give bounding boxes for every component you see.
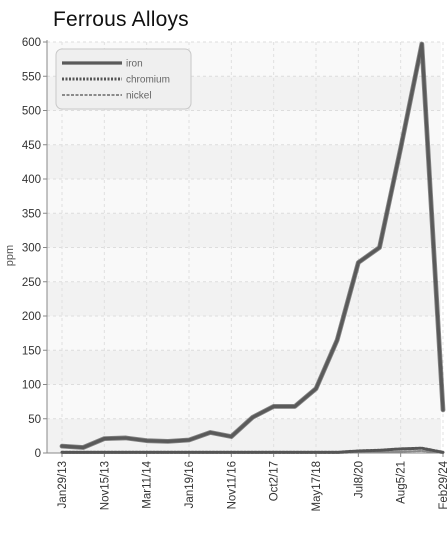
x-tick-label: Mar11/14	[142, 460, 154, 508]
x-tick-label: Jul8/20	[353, 461, 365, 498]
series-line-chromium	[60, 446, 445, 454]
y-tick-label: 100	[22, 380, 41, 392]
plot-band	[47, 384, 441, 419]
y-tick-label: 450	[22, 140, 41, 152]
x-tick-label: Jan19/16	[184, 461, 196, 508]
x-tick-label: Nov11/16	[226, 461, 238, 509]
legend: iron chromium nickel	[55, 48, 192, 110]
chart-title: Ferrous Alloys	[53, 8, 189, 31]
x-tick-label: Oct2/17	[269, 461, 281, 501]
plot-band	[47, 110, 441, 145]
x-tick-label: Nov15/13	[99, 461, 111, 510]
legend-label-chromium: chromium	[126, 75, 170, 86]
y-tick-label: 300	[22, 243, 41, 255]
plot-band	[47, 350, 441, 385]
x-tick-label: Feb29/24	[438, 460, 448, 509]
y-tick-label: 50	[28, 414, 41, 426]
legend-label-nickel: nickel	[126, 91, 152, 102]
plot-band	[47, 281, 441, 316]
plot-band	[47, 213, 441, 248]
series-line-iron	[60, 42, 445, 450]
y-tick-label: 350	[22, 208, 41, 220]
x-tick-label: Jan29/13	[57, 461, 69, 508]
y-tick-label: 550	[22, 71, 41, 83]
y-tick-label: 200	[22, 311, 41, 323]
y-tick-label: 250	[22, 277, 41, 289]
y-tick-label: 500	[22, 106, 41, 118]
x-tick-label: May17/18	[311, 461, 323, 512]
plot-band	[47, 316, 441, 351]
y-tick-label: 0	[35, 448, 41, 460]
y-tick-label: 400	[22, 174, 41, 186]
plot-band	[47, 247, 441, 282]
y-tick-label: 600	[22, 37, 41, 49]
x-tick-label: Aug5/21	[396, 461, 408, 504]
plot-band	[47, 179, 441, 214]
y-axis-label: ppm	[4, 245, 16, 266]
plot-band	[47, 144, 441, 179]
legend-label-iron: iron	[126, 59, 143, 70]
y-tick-label: 150	[22, 345, 41, 357]
